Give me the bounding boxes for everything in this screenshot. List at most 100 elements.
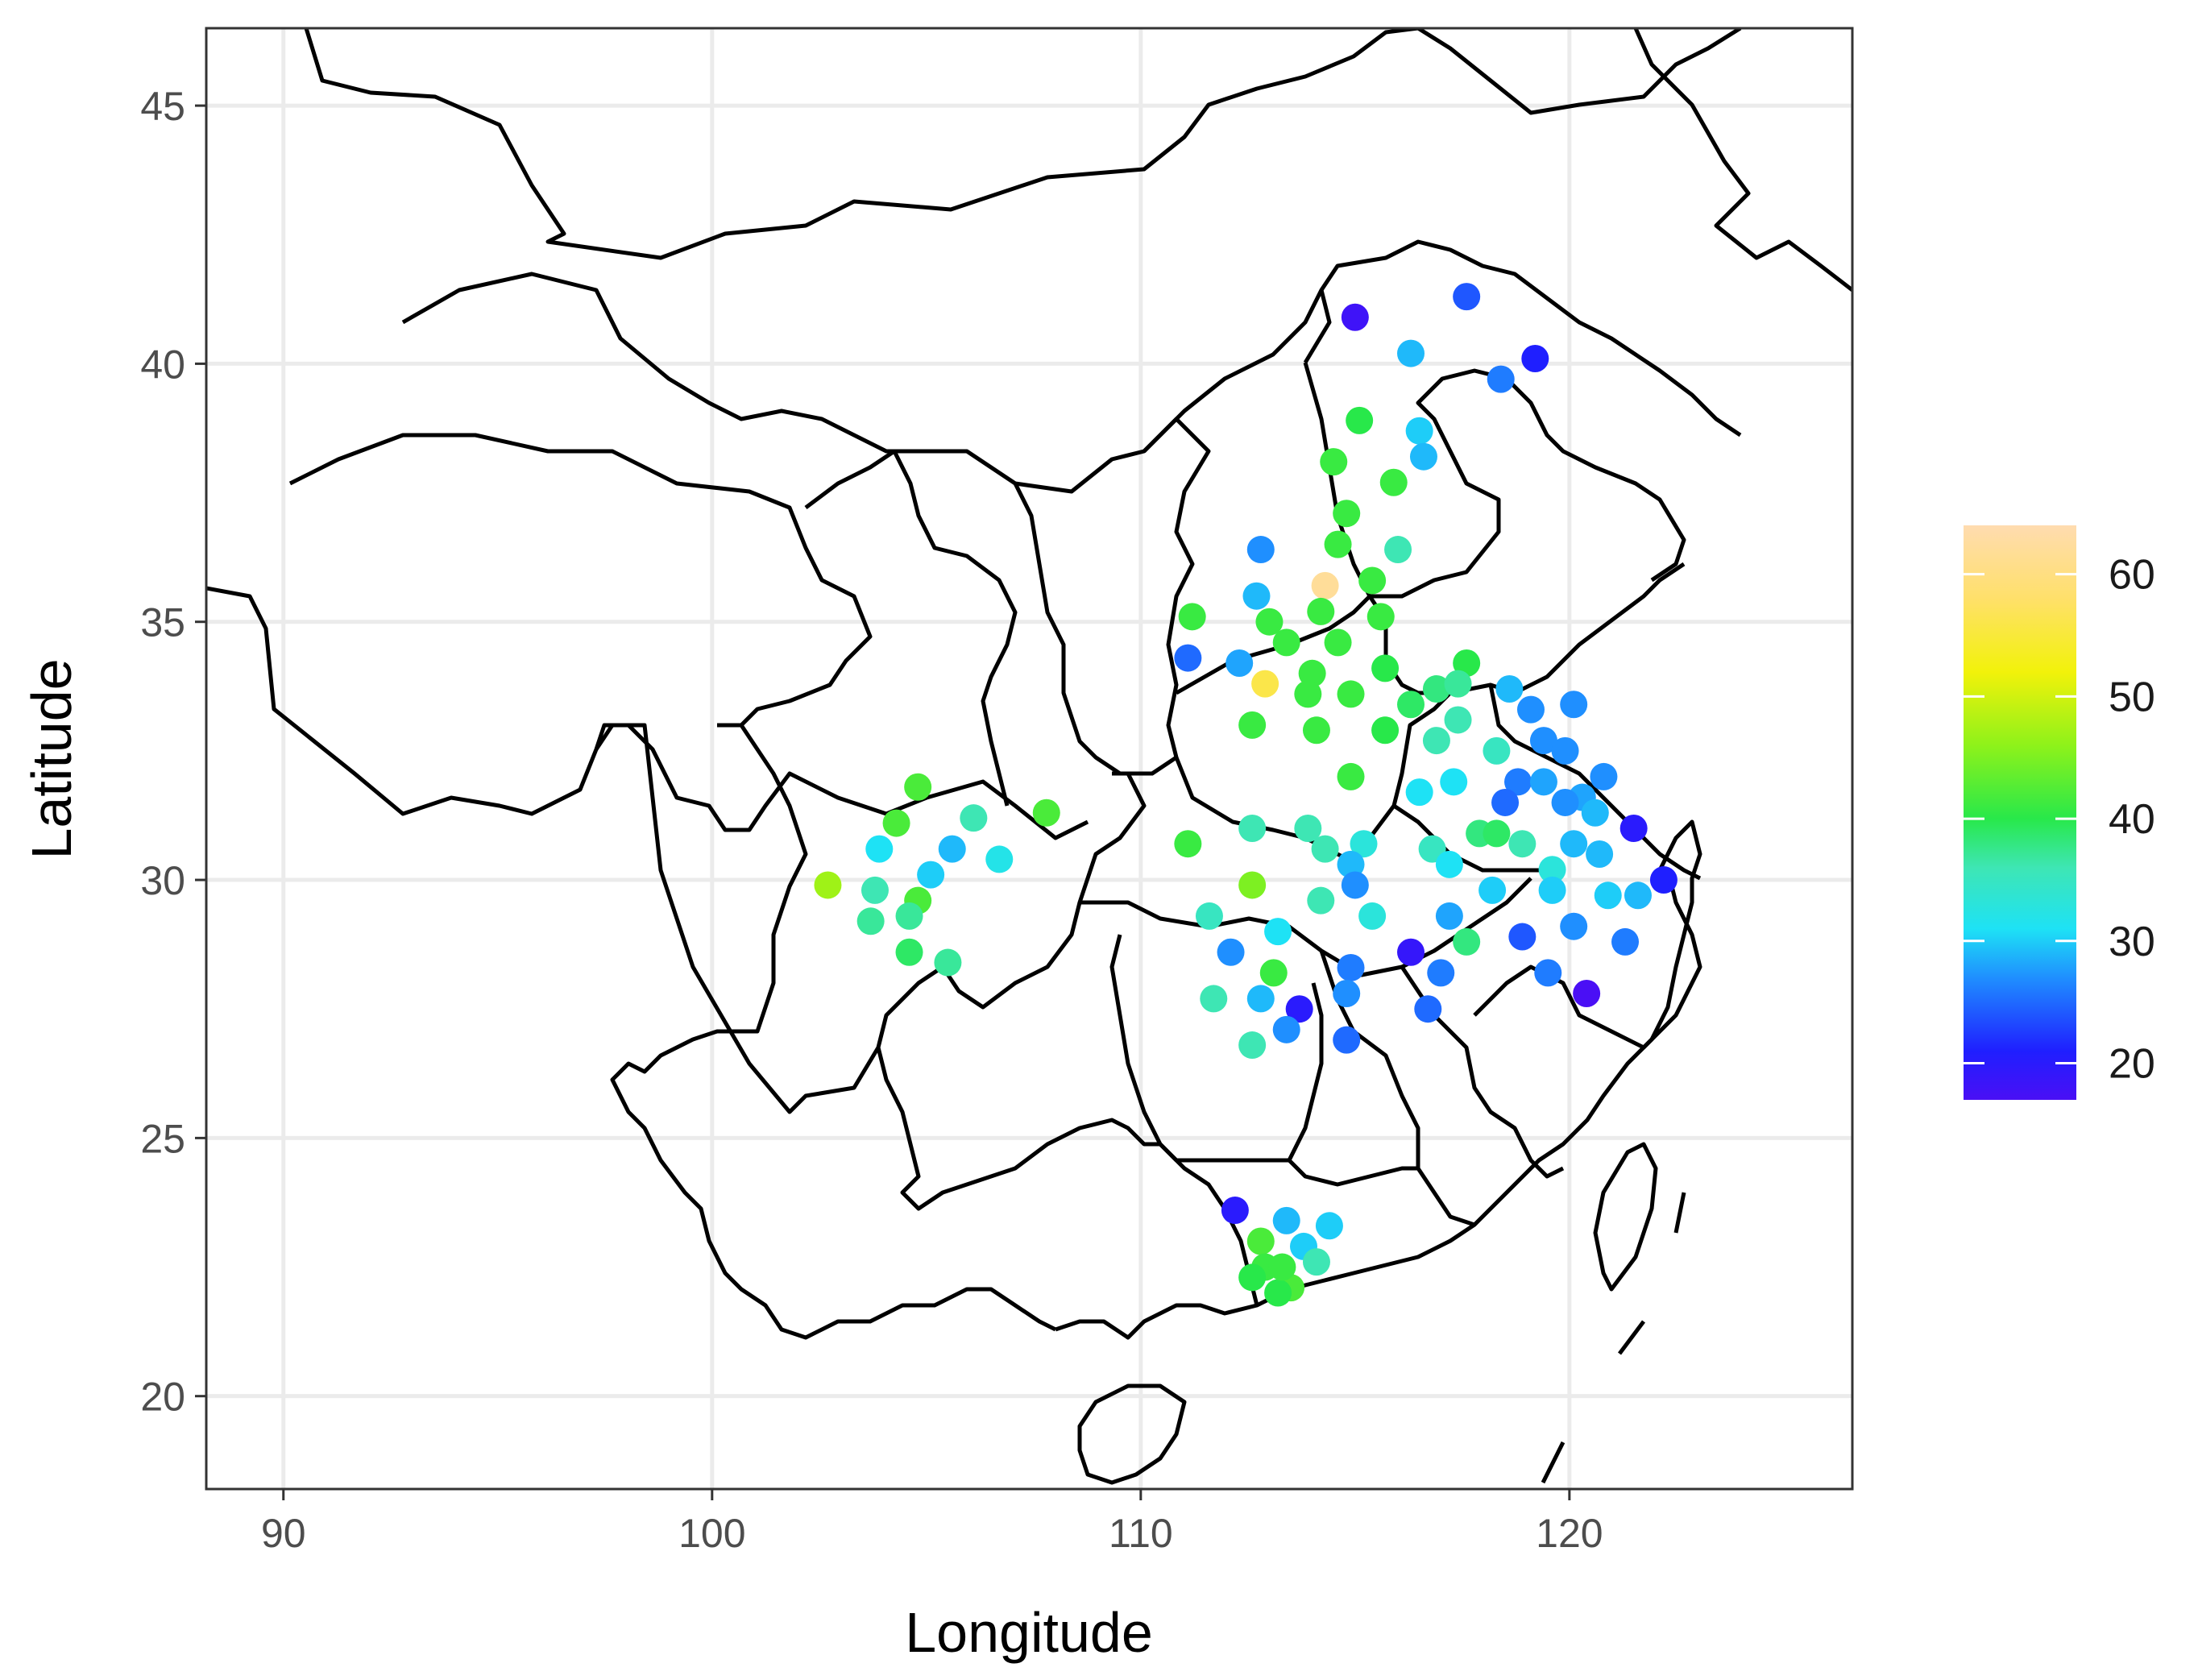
data-point [1495,675,1524,703]
data-point [1238,1031,1267,1060]
data-point [1405,417,1433,445]
nine-dash-2 [1618,1320,1645,1355]
data-point [1534,959,1562,987]
data-point [1508,830,1537,858]
hainan-island [1077,1383,1187,1485]
data-point [1397,691,1425,719]
data-point [882,809,910,837]
inner-mongolia-south [401,239,1742,494]
data-point [1246,536,1275,564]
guangxi-guizhou-yunnan [610,724,1160,1340]
data-point [1333,979,1361,1007]
data-point [1405,778,1433,807]
data-point [1255,608,1284,636]
data-point [895,938,923,966]
data-point [1619,814,1648,842]
data-point [865,835,894,863]
data-point [1440,768,1468,796]
data-point [1333,500,1361,528]
x-tick-label: 90 [261,1511,306,1556]
data-point [1311,571,1339,599]
data-point [1624,881,1652,910]
data-point [1238,871,1267,899]
data-point [1246,1227,1275,1255]
data-point [1453,649,1481,677]
gansu-ningxia [804,449,1018,807]
data-point [1268,1253,1296,1281]
data-point [1529,768,1557,796]
nine-dash-3 [1541,1441,1566,1484]
data-point [1238,814,1267,842]
data-point [1302,1248,1330,1276]
data-point [1487,365,1515,393]
hebei-beijing [1303,289,1686,599]
y-tick-label: 45 [140,84,185,129]
data-point [861,876,889,904]
plot-panel-border [205,27,1854,1491]
data-point [1259,959,1288,987]
data-point [1246,985,1275,1013]
data-point [1238,1263,1267,1292]
data-point [1337,850,1365,878]
province-boundaries [206,28,1852,1485]
y-tick-label: 25 [140,1116,185,1161]
colorbar-ticks: 20 30 40 50 60 [1964,552,2155,1087]
data-point [1307,886,1335,915]
data-point [1453,283,1481,311]
data-point [1337,680,1365,708]
taiwan-island [1593,1142,1658,1292]
data-point [1358,566,1387,595]
data-point [1320,448,1348,476]
data-point [1333,1026,1361,1054]
colorbar-tick-label: 50 [2109,674,2155,720]
data-point [1453,927,1481,956]
data-point [1483,819,1511,848]
x-axis-title: Longitude [905,1601,1153,1664]
data-point [1264,1279,1292,1307]
data-point [1341,303,1369,331]
data-point [1483,736,1511,765]
data-point [1435,902,1463,930]
data-point [1272,1015,1300,1043]
data-point [1337,953,1365,981]
colorbar-tick-label: 20 [2109,1040,2155,1087]
data-point [1560,912,1588,940]
data-point [1397,339,1425,367]
data-points [814,283,1678,1307]
y-tick-label: 20 [140,1375,185,1420]
data-point [1538,856,1566,884]
colorbar-tick-label: 40 [2109,796,2155,843]
data-point [1311,835,1339,863]
data-point [1409,442,1437,471]
data-point [1174,830,1202,858]
data-point [917,861,945,889]
y-tick-label: 40 [140,342,185,387]
data-point [814,871,842,899]
colorbar-tick-label: 60 [2109,552,2155,599]
data-point [1586,840,1614,869]
data-point [1491,788,1520,816]
data-point [1594,881,1622,910]
data-point [1324,628,1352,657]
data-point [1504,768,1532,796]
y-tick-label: 35 [140,600,185,645]
colorbar-tick-label: 30 [2109,919,2155,965]
data-point [1366,603,1395,631]
y-axis-title: Latitude [20,658,83,859]
x-axis: 90 100 110 120 [261,1489,1603,1556]
data-point [1337,762,1365,790]
data-point [1538,876,1566,904]
southeast-coast [1055,819,1702,1340]
sichuan-chongqing [594,723,1147,1114]
data-point [1315,1212,1343,1240]
data-point [856,907,885,935]
data-point [1379,468,1408,496]
data-point [1251,670,1279,698]
northern-border [304,28,1419,260]
data-point [1551,788,1579,816]
x-tick-label: 120 [1536,1511,1603,1556]
data-point [1371,654,1400,682]
data-point [1590,762,1618,790]
data-point [1324,530,1352,558]
